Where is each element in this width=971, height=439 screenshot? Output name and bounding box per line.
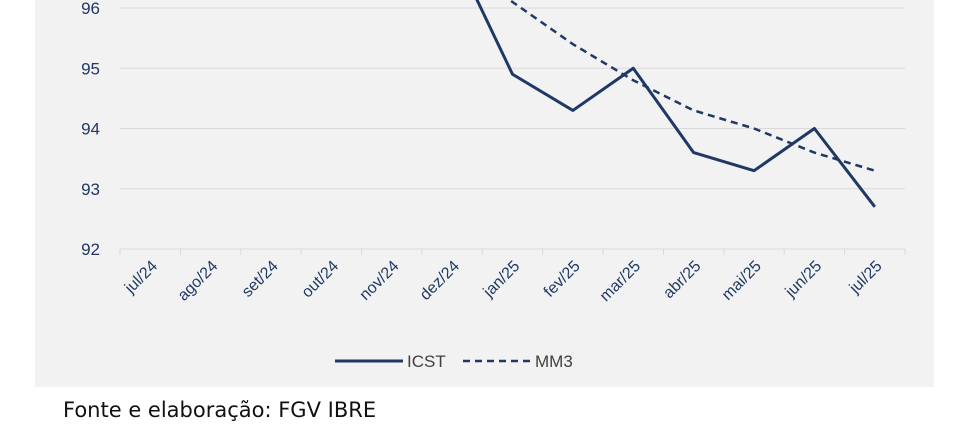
x-tick-label: fev/25: [541, 258, 584, 301]
chart-area: 92 93 94 95 96 jul/24 ago/24 set/24 out/24 nov/2…: [35, 0, 934, 387]
x-tick-label: out/24: [299, 258, 343, 302]
x-tick-label: mai/25: [719, 258, 765, 304]
x-tick-label: set/24: [239, 258, 282, 301]
series-line-icst: [475, 0, 876, 208]
y-tick-label: 92: [81, 240, 100, 259]
line-chart: 92 93 94 95 96 jul/24 ago/24 set/24 out/24 nov/2…: [81, 0, 906, 371]
x-tick-label: ago/24: [175, 258, 222, 305]
series-line-mm3: [507, 0, 876, 172]
source-caption: Fonte e elaboração: FGV IBRE: [63, 398, 377, 422]
x-tick-label: jul/24: [121, 258, 161, 298]
x-tick-label: nov/24: [357, 258, 403, 304]
legend-label-mm3: MM3: [535, 352, 573, 371]
y-tick-label: 93: [81, 180, 100, 199]
x-tick-label: jan/25: [480, 258, 524, 302]
y-tick-label: 95: [81, 59, 100, 78]
x-tick-label: abr/25: [660, 258, 704, 302]
x-tick-label: jun/25: [782, 258, 826, 302]
y-tick-label: 96: [81, 0, 100, 18]
x-tick-label: jul/25: [846, 258, 886, 298]
legend-label-icst: ICST: [407, 352, 446, 371]
y-tick-label: 94: [81, 120, 100, 139]
x-tick-label: mar/25: [597, 258, 644, 305]
x-tick-label: dez/24: [417, 258, 463, 304]
